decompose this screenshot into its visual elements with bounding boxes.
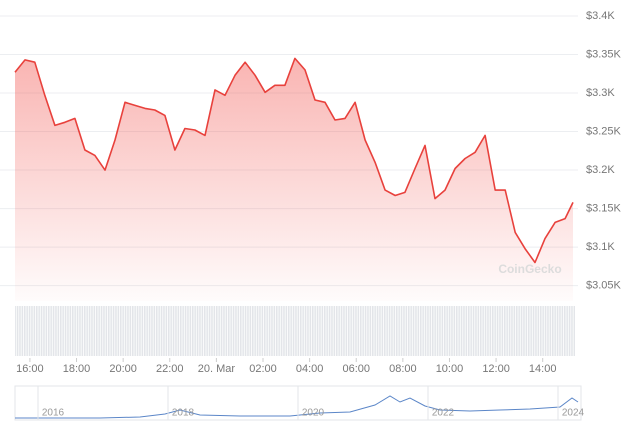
x-tick-label: 20. Mar xyxy=(198,363,236,375)
x-tick-label: 06:00 xyxy=(342,363,370,375)
y-tick-label: $3.35K xyxy=(586,48,622,60)
navigator-line xyxy=(15,395,579,419)
price-line xyxy=(14,57,574,264)
x-tick-label: 12:00 xyxy=(482,363,510,375)
area-fill xyxy=(15,58,573,302)
x-tick-label: 20:00 xyxy=(109,363,137,375)
y-tick-label: $3.4K xyxy=(586,10,615,22)
plot-layer xyxy=(14,57,574,302)
x-tick-label: 22:00 xyxy=(156,363,184,375)
x-tick-label: 02:00 xyxy=(249,363,277,375)
navigator-label: 2024 xyxy=(562,408,585,419)
y-tick-label: $3.25K xyxy=(586,125,622,137)
navigator-label: 2020 xyxy=(302,408,325,419)
x-tick-label: 14:00 xyxy=(529,363,557,375)
x-tick-label: 04:00 xyxy=(296,363,324,375)
x-tick-label: 16:00 xyxy=(16,363,44,375)
y-tick-label: $3.2K xyxy=(586,164,615,176)
y-tick-label: $3.1K xyxy=(586,241,615,253)
navigator-label: 2018 xyxy=(172,408,195,419)
navigator-label: 2016 xyxy=(42,408,65,419)
y-tick-label: $3.3K xyxy=(586,87,615,99)
watermark: CoinGecko xyxy=(498,262,561,276)
y-tick-label: $3.15K xyxy=(586,202,622,214)
navigator-labels: 2016 2018 2020 2022 2024 xyxy=(37,386,585,420)
x-tick-label: 18:00 xyxy=(63,363,91,375)
x-tick-label: 10:00 xyxy=(436,363,464,375)
navigator-label: 2022 xyxy=(432,408,455,419)
y-tick-label: $3.05K xyxy=(586,280,622,292)
x-tick-label: 08:00 xyxy=(389,363,417,375)
volume-bars xyxy=(15,306,575,356)
